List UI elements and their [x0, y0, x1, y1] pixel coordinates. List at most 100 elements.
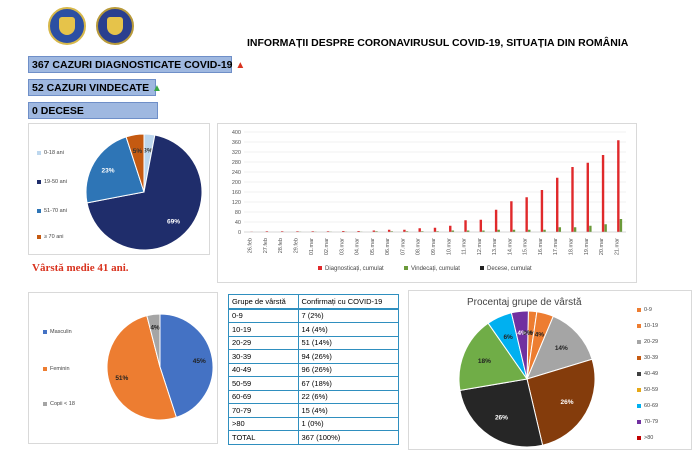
pie-data-label: 18%	[478, 358, 491, 365]
pie-data-label: 51%	[115, 375, 128, 382]
pie-slice	[510, 310, 529, 380]
x-tick-label: 15.mar	[523, 238, 529, 255]
bar	[601, 155, 605, 232]
table-cell: 22 (6%)	[297, 389, 399, 404]
table-header-cell: Grupe de vârstă	[228, 294, 299, 310]
deaths-stat: 0 DECESE	[28, 102, 158, 119]
pie-slice	[85, 136, 145, 204]
table-row: 10-19 14 (4%)	[228, 322, 399, 337]
x-tick-label: 04.mar	[355, 238, 361, 255]
table-header-row: Grupe de vârstă Confirmați cu COVID-19	[228, 294, 399, 310]
bar	[466, 230, 470, 232]
pie-slice	[106, 315, 178, 421]
bar	[433, 227, 437, 232]
table-cell: 10-19	[228, 322, 299, 337]
legend-item: 0-18 ani	[37, 150, 64, 156]
bar	[619, 219, 623, 232]
x-tick-label: 11.mar	[462, 238, 468, 255]
pie-data-label: 4%	[535, 331, 545, 338]
y-tick-label: 200	[232, 180, 241, 186]
y-tick-label: 120	[232, 200, 241, 206]
table-cell: 60-69	[228, 389, 299, 404]
pie-slice	[159, 313, 214, 419]
arrow-up-icon: ▲	[152, 83, 162, 94]
bar	[617, 140, 620, 232]
bar	[479, 219, 483, 232]
bar	[296, 231, 299, 232]
x-tick-label: 19.mar	[584, 238, 590, 255]
bar	[586, 162, 589, 232]
recovered-stat: 52 CAZURI VINDECATE ▲	[28, 79, 162, 96]
age-percentage-panel: Procentaj grupe de vârstă 2% 4% 14% 26% 26% 1…	[408, 290, 692, 450]
table-cell: 30-39	[228, 349, 299, 364]
bar	[589, 225, 592, 232]
x-tick-label: 05.mar	[370, 238, 376, 255]
table-cell: 1 (0%)	[297, 416, 399, 431]
gender-pie-chart: 45% 51% 4%	[106, 313, 214, 421]
pie-data-label: 2%	[526, 330, 536, 337]
x-tick-label: 16.mar	[538, 238, 544, 255]
legend-item: 51-70 ani	[37, 208, 67, 214]
pie-data-label: 45%	[193, 358, 206, 365]
table-cell: 14 (4%)	[297, 322, 399, 337]
government-logo	[48, 7, 86, 45]
legend-item: 40-49	[637, 371, 658, 377]
legend-item: 30-39	[637, 355, 658, 361]
x-tick-label: 12.mar	[477, 238, 483, 255]
bar	[482, 230, 485, 232]
age-pie-chart: 3% 69% 23% 5%	[85, 133, 203, 251]
bar	[558, 227, 562, 232]
x-tick-label: 09.mar	[431, 238, 437, 255]
age-percentage-pie-chart: 2% 4% 14% 26% 26% 18% 6% 4%0%	[458, 310, 596, 448]
bar	[451, 230, 455, 232]
pie-slice	[86, 134, 203, 251]
pie-slice	[526, 315, 593, 380]
bar	[311, 231, 314, 232]
bar	[390, 231, 393, 232]
arrow-up-icon: ▲	[235, 60, 246, 71]
table-cell: 70-79	[228, 403, 299, 418]
x-tick-label: 10.mar	[446, 238, 452, 255]
legend-item: Feminin	[43, 366, 70, 372]
table-cell: 20-29	[228, 335, 299, 350]
table-cell: 94 (26%)	[297, 349, 399, 364]
legend-item: 60-69	[637, 403, 658, 409]
pie-data-label: 23%	[102, 168, 115, 175]
x-tick-label: 26.feb	[248, 238, 254, 253]
bar	[571, 167, 574, 232]
legend-label: Vindecați, cumulat	[411, 266, 460, 272]
x-tick-label: 18.mar	[569, 238, 575, 255]
pie-data-label: 69%	[167, 219, 180, 226]
y-tick-label: 40	[235, 220, 241, 226]
pie-data-label: 26%	[495, 415, 508, 422]
table-cell: 50-59	[228, 376, 299, 391]
legend-item: >80	[637, 435, 653, 441]
table-cell: 51 (14%)	[297, 335, 399, 350]
x-tick-label: 06.mar	[385, 238, 391, 255]
table-cell: 15 (4%)	[297, 403, 399, 418]
cumulative-bar-chart: 0 40 80 120 160 200 240 280 320 360 400 26.feb 27.fe…	[232, 130, 626, 272]
legend-item: 70-79	[637, 419, 658, 425]
deaths-label: 0 DECESE	[32, 105, 84, 117]
bar	[512, 229, 516, 232]
legend-item: 20-29	[637, 339, 658, 345]
pie-data-label: 26%	[561, 399, 574, 406]
diagnosed-stat: 367 CAZURI DIAGNOSTICATE COVID-19 ▲	[28, 56, 245, 73]
bar	[540, 190, 544, 232]
x-tick-label: 02.mar	[324, 238, 330, 255]
bar	[405, 231, 409, 232]
table-cell: >80	[228, 416, 299, 431]
table-row: 20-29 51 (14%)	[228, 335, 399, 350]
bar	[265, 231, 269, 232]
bar	[497, 229, 500, 232]
page-title: INFORMAȚII DESPRE CORONAVIRUSUL COVID-19…	[247, 37, 629, 49]
y-tick-label: 240	[232, 170, 241, 176]
pie-slice	[526, 358, 596, 446]
y-tick-label: 0	[238, 230, 241, 236]
pie-slice	[459, 378, 544, 448]
table-row: 40-49 96 (26%)	[228, 362, 399, 377]
bar	[556, 177, 559, 232]
cumulative-cases-panel: 0 40 80 120 160 200 240 280 320 360 400 26.feb 27.fe…	[217, 123, 637, 283]
legend-item: 10-19	[637, 323, 658, 329]
pie-data-label: 14%	[555, 345, 568, 352]
